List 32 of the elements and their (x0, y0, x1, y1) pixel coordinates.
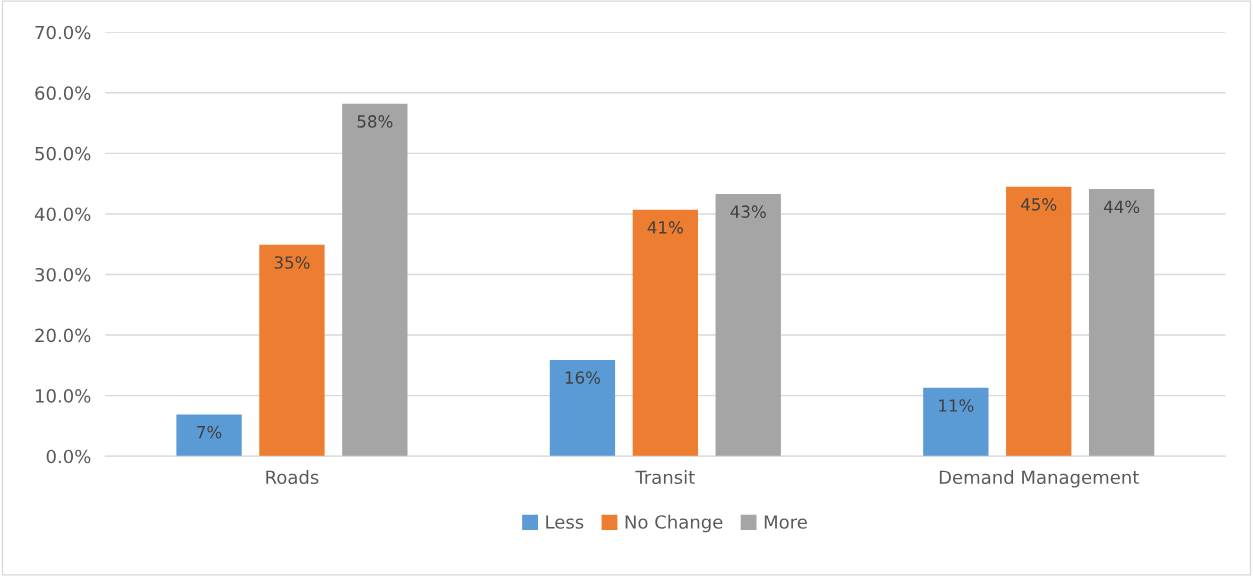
bar (342, 103, 408, 457)
data-label: 41% (647, 221, 683, 234)
bar (715, 193, 781, 457)
bar (1006, 186, 1072, 457)
x-tick-label: Roads (266, 470, 319, 485)
legend-label: More (764, 515, 807, 529)
y-tick-label: 60.0% (35, 86, 91, 100)
y-tick-label: 30.0% (35, 267, 91, 282)
data-label: 11% (939, 399, 974, 412)
bar (923, 387, 989, 457)
data-label: 45% (1021, 198, 1057, 211)
data-label: 7% (197, 425, 222, 439)
bar (176, 414, 242, 457)
data-label: 16% (565, 371, 601, 384)
y-tick-label: 10.0% (35, 389, 91, 403)
y-tick-label: 40.0% (34, 207, 91, 222)
x-tick-label: Demand Management (939, 470, 1139, 488)
y-tick-label: 70.0% (35, 25, 91, 40)
legend-label: No Change (625, 514, 723, 533)
data-label: 43% (730, 205, 766, 218)
data-label: 35% (274, 256, 310, 269)
data-label: 58% (357, 115, 393, 128)
bar (549, 359, 616, 457)
bar (1088, 189, 1155, 457)
bar (632, 209, 699, 457)
y-tick-label: 50.0% (35, 146, 91, 161)
y-tick-label: 20.0% (35, 328, 91, 343)
y-tick-label: 0.0% (46, 449, 91, 464)
data-label: 44% (1103, 200, 1140, 214)
bar (259, 244, 325, 457)
x-tick-label: Transit (635, 470, 695, 485)
legend-label: Less (546, 515, 584, 529)
